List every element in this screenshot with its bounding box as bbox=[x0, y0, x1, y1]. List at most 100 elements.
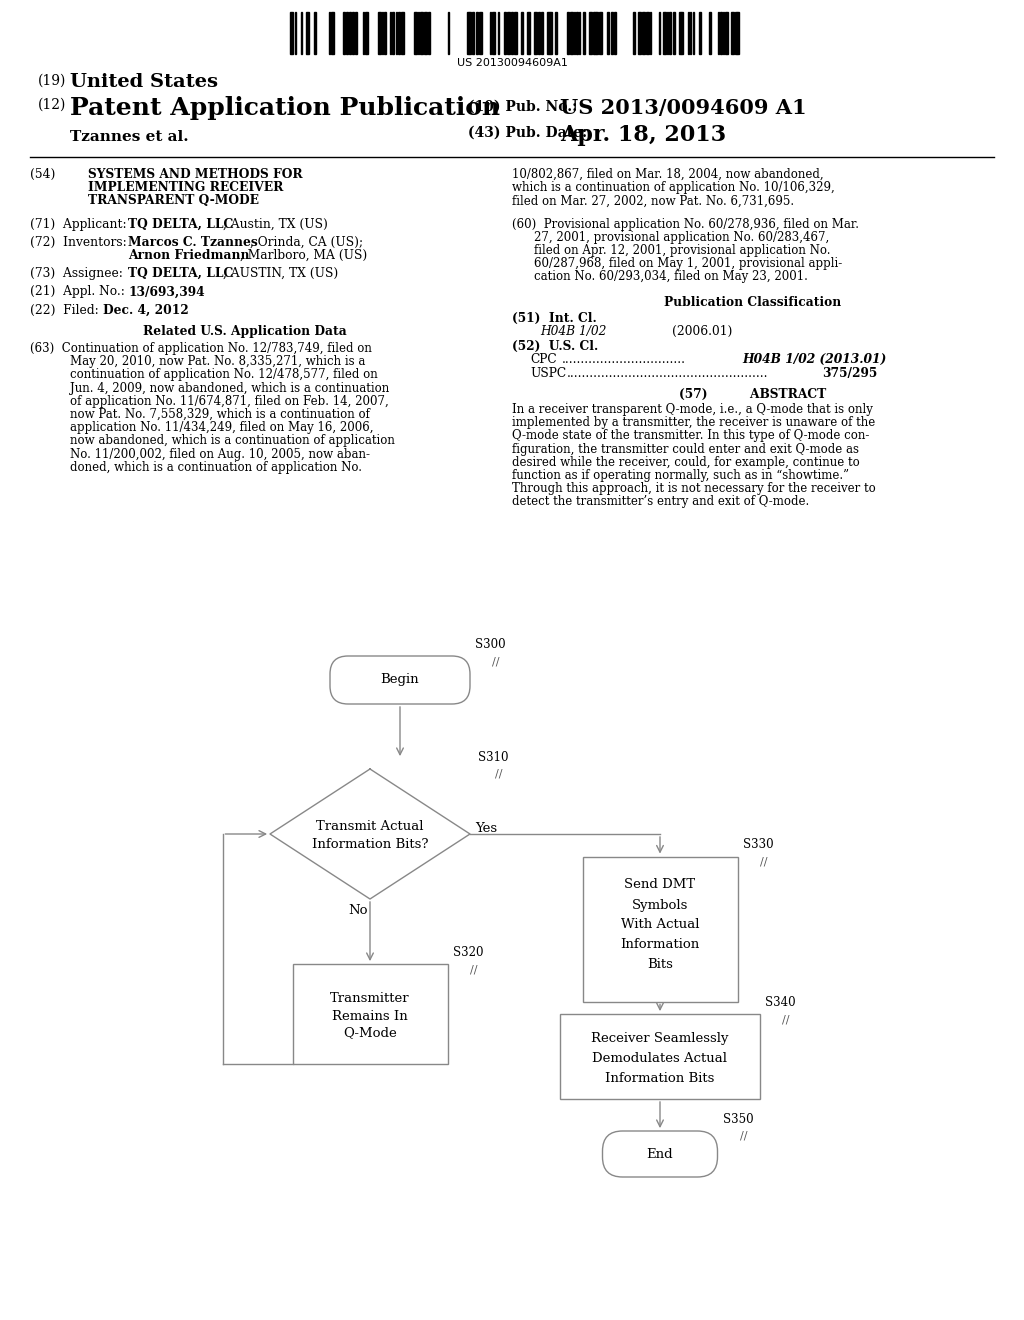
Text: End: End bbox=[647, 1147, 674, 1160]
Bar bbox=[535, 12, 537, 54]
Bar bbox=[583, 12, 586, 54]
Text: doned, which is a continuation of application No.: doned, which is a continuation of applic… bbox=[70, 461, 362, 474]
Text: United States: United States bbox=[70, 73, 218, 91]
Text: Dec. 4, 2012: Dec. 4, 2012 bbox=[103, 304, 188, 317]
Text: US 20130094609A1: US 20130094609A1 bbox=[457, 58, 567, 69]
Bar bbox=[293, 964, 447, 1064]
Bar bbox=[734, 12, 736, 54]
Bar bbox=[447, 12, 450, 54]
Bar bbox=[737, 12, 738, 54]
Bar bbox=[599, 12, 602, 54]
Text: (12): (12) bbox=[38, 98, 67, 112]
Text: //: // bbox=[739, 1131, 746, 1140]
Bar bbox=[679, 12, 681, 54]
Bar bbox=[646, 12, 648, 54]
Bar bbox=[472, 12, 473, 54]
Text: //: // bbox=[495, 770, 503, 779]
Text: (60)  Provisional application No. 60/278,936, filed on Mar.: (60) Provisional application No. 60/278,… bbox=[512, 218, 859, 231]
Text: //: // bbox=[492, 656, 500, 667]
Bar bbox=[527, 12, 530, 54]
Bar bbox=[560, 1014, 760, 1100]
Bar bbox=[638, 12, 641, 54]
Bar bbox=[583, 857, 737, 1002]
Text: H04B 1/02: H04B 1/02 bbox=[540, 325, 606, 338]
Text: Marcos C. Tzannes: Marcos C. Tzannes bbox=[128, 236, 258, 248]
Bar bbox=[575, 12, 579, 54]
Bar bbox=[669, 12, 672, 54]
Text: (63)  Continuation of application No. 12/783,749, filed on: (63) Continuation of application No. 12/… bbox=[30, 342, 372, 355]
Bar bbox=[607, 12, 609, 54]
Bar bbox=[720, 12, 722, 54]
Bar bbox=[698, 12, 701, 54]
Text: which is a continuation of application No. 10/106,329,: which is a continuation of application N… bbox=[512, 181, 835, 194]
Text: (2006.01): (2006.01) bbox=[672, 325, 732, 338]
Text: S350: S350 bbox=[723, 1113, 753, 1126]
Bar bbox=[349, 12, 351, 54]
Text: 13/693,394: 13/693,394 bbox=[128, 285, 205, 298]
Text: function as if operating normally, such as in “showtime.”: function as if operating normally, such … bbox=[512, 469, 849, 482]
Bar bbox=[514, 12, 517, 54]
Text: No: No bbox=[348, 904, 368, 917]
Text: With Actual: With Actual bbox=[621, 919, 699, 932]
Bar bbox=[479, 12, 482, 54]
Text: Tzannes et al.: Tzannes et al. bbox=[70, 129, 188, 144]
Text: S340: S340 bbox=[765, 997, 796, 1008]
Text: (10) Pub. No.:: (10) Pub. No.: bbox=[468, 100, 578, 114]
Text: In a receiver transparent Q-mode, i.e., a Q-mode that is only: In a receiver transparent Q-mode, i.e., … bbox=[512, 403, 872, 416]
Bar bbox=[401, 12, 403, 54]
Bar bbox=[331, 12, 334, 54]
Text: (54): (54) bbox=[30, 168, 55, 181]
Text: , AUSTIN, TX (US): , AUSTIN, TX (US) bbox=[223, 267, 338, 280]
Text: ................................: ................................ bbox=[562, 354, 686, 367]
Bar bbox=[469, 12, 470, 54]
Text: TQ DELTA, LLC: TQ DELTA, LLC bbox=[128, 218, 233, 231]
Text: 10/802,867, filed on Mar. 18, 2004, now abandoned,: 10/802,867, filed on Mar. 18, 2004, now … bbox=[512, 168, 823, 181]
Bar bbox=[589, 12, 592, 54]
Text: Remains In: Remains In bbox=[332, 1010, 408, 1023]
Text: Q-Mode: Q-Mode bbox=[343, 1027, 397, 1040]
Bar bbox=[594, 12, 596, 54]
Bar bbox=[688, 12, 689, 54]
Text: (19): (19) bbox=[38, 74, 67, 88]
Text: filed on Apr. 12, 2001, provisional application No.: filed on Apr. 12, 2001, provisional appl… bbox=[534, 244, 830, 257]
Bar bbox=[351, 12, 353, 54]
Text: now Pat. No. 7,558,329, which is a continuation of: now Pat. No. 7,558,329, which is a conti… bbox=[70, 408, 370, 421]
Text: 27, 2001, provisional application No. 60/283,467,: 27, 2001, provisional application No. 60… bbox=[534, 231, 829, 244]
Text: Receiver Seamlessly: Receiver Seamlessly bbox=[591, 1032, 729, 1045]
Text: Q-mode state of the transmitter. In this type of Q-mode con-: Q-mode state of the transmitter. In this… bbox=[512, 429, 869, 442]
Bar bbox=[424, 12, 427, 54]
Bar bbox=[614, 12, 616, 54]
Bar bbox=[420, 12, 423, 54]
Text: S310: S310 bbox=[478, 751, 509, 764]
Bar bbox=[398, 12, 399, 54]
Text: (22)  Filed:: (22) Filed: bbox=[30, 304, 98, 317]
Bar bbox=[611, 12, 613, 54]
Bar bbox=[725, 12, 728, 54]
Bar bbox=[681, 12, 683, 54]
Bar bbox=[567, 12, 569, 54]
Bar bbox=[664, 12, 666, 54]
Bar bbox=[642, 12, 645, 54]
Bar bbox=[391, 12, 394, 54]
Text: Information Bits: Information Bits bbox=[605, 1072, 715, 1085]
Bar bbox=[354, 12, 356, 54]
Bar bbox=[504, 12, 506, 54]
Text: //: // bbox=[469, 964, 477, 974]
Bar bbox=[550, 12, 552, 54]
Bar bbox=[690, 12, 691, 54]
Text: S330: S330 bbox=[742, 838, 773, 851]
FancyBboxPatch shape bbox=[330, 656, 470, 704]
Text: Jun. 4, 2009, now abandoned, which is a continuation: Jun. 4, 2009, now abandoned, which is a … bbox=[70, 381, 389, 395]
Text: May 20, 2010, now Pat. No. 8,335,271, which is a: May 20, 2010, now Pat. No. 8,335,271, wh… bbox=[70, 355, 366, 368]
Bar bbox=[428, 12, 430, 54]
Text: S300: S300 bbox=[475, 638, 506, 651]
Text: Information Bits?: Information Bits? bbox=[311, 837, 428, 850]
Text: Demodulates Actual: Demodulates Actual bbox=[593, 1052, 727, 1065]
FancyBboxPatch shape bbox=[602, 1131, 718, 1177]
Bar bbox=[365, 12, 368, 54]
Text: TQ DELTA, LLC: TQ DELTA, LLC bbox=[128, 267, 233, 280]
Text: Transmitter: Transmitter bbox=[330, 993, 410, 1006]
Bar bbox=[521, 12, 523, 54]
Text: Related U.S. Application Data: Related U.S. Application Data bbox=[143, 325, 347, 338]
Bar bbox=[511, 12, 513, 54]
